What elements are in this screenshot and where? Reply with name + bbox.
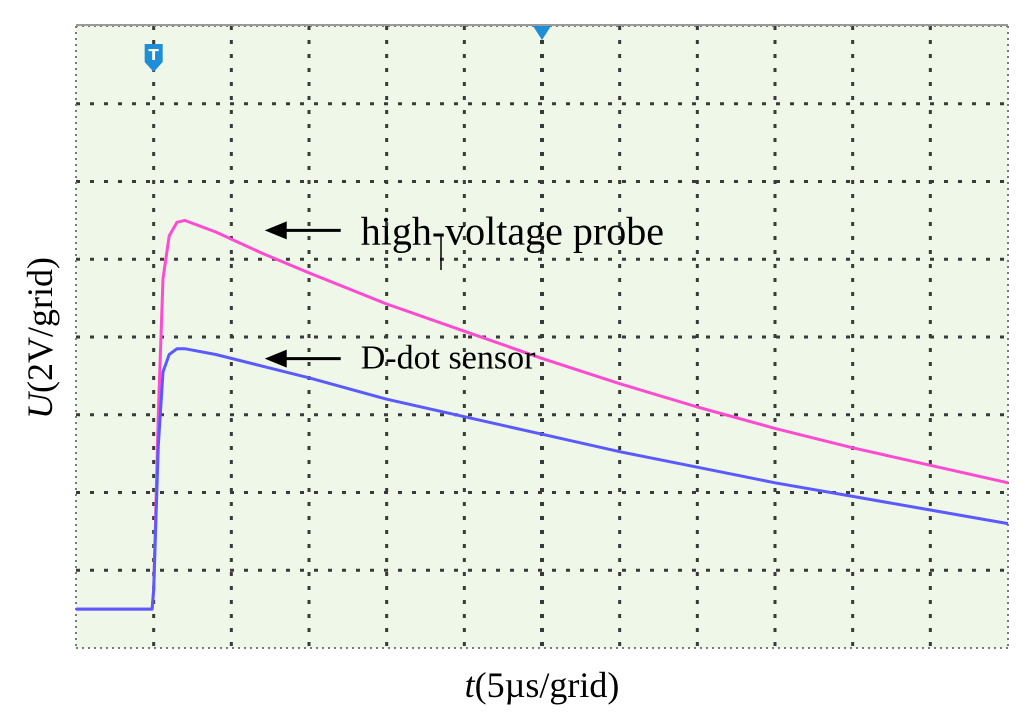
trigger-marker-shape	[144, 44, 163, 72]
annotations: high-voltage probe D-dot sensor	[264, 208, 664, 377]
y-axis-var: U	[20, 391, 60, 419]
annotation-label: high-voltage probe	[361, 208, 664, 253]
markers: T	[144, 26, 551, 72]
trace-high-voltage-probe	[76, 218, 1009, 611]
x-axis-label: t(5µs/grid)	[465, 665, 620, 705]
annotation-1: D-dot sensor	[264, 340, 536, 377]
x-axis-unit: (5µs/grid)	[475, 665, 620, 705]
trigger-marker: T	[144, 44, 163, 72]
annotation-arrow-head	[264, 349, 287, 368]
grid	[75, 24, 1009, 649]
annotation-0: high-voltage probe	[264, 208, 664, 253]
y-axis-unit: (2V/grid)	[20, 257, 60, 393]
x-axis-var: t	[465, 665, 476, 705]
center-marker	[533, 26, 551, 40]
trigger-marker-glyph: T	[149, 46, 160, 64]
traces	[76, 218, 1009, 611]
annotation-label: D-dot sensor	[361, 340, 536, 377]
trace-d-dot-sensor	[76, 347, 1009, 611]
annotation-arrow-head	[264, 221, 287, 240]
y-axis-label: U(2V/grid)	[20, 257, 60, 419]
